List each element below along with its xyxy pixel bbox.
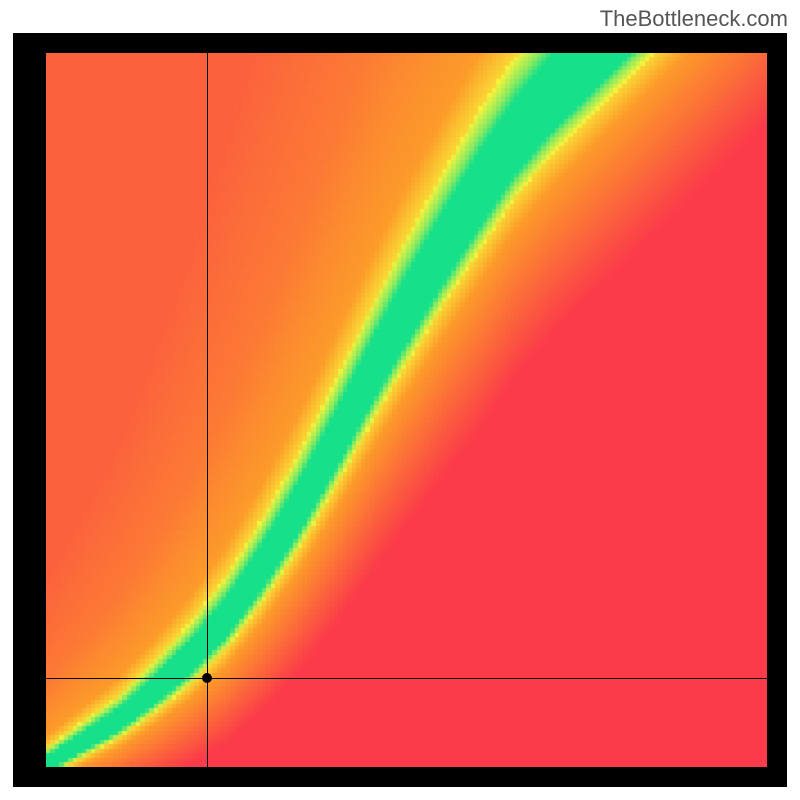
plot-area: [46, 53, 767, 767]
crosshair-vertical: [207, 53, 208, 767]
crosshair-horizontal: [46, 678, 767, 679]
watermark-text: TheBottleneck.com: [600, 6, 788, 32]
plot-frame: [13, 33, 787, 787]
container: TheBottleneck.com: [0, 0, 800, 800]
marker-dot: [202, 673, 212, 683]
heatmap-canvas: [46, 53, 767, 767]
